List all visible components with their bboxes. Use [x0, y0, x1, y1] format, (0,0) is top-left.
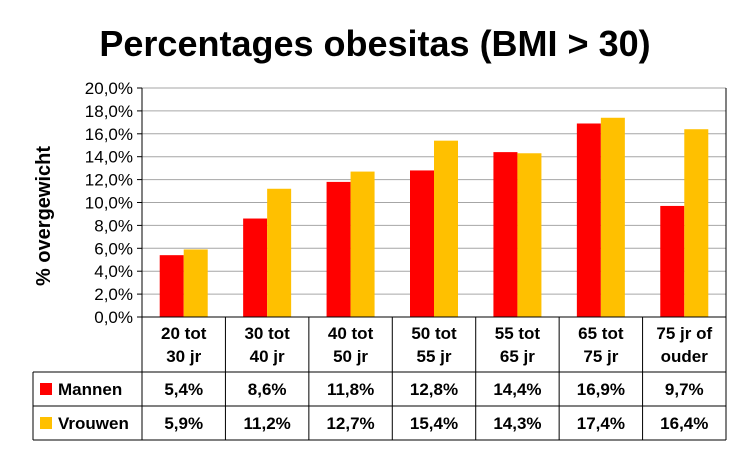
category-label: 75 jr of: [656, 324, 712, 343]
category-label: 55 jr: [417, 347, 452, 366]
bar-mannen-2: [243, 218, 268, 317]
bar-vrouwen-5: [517, 153, 542, 317]
category-label: ouder: [661, 347, 709, 366]
category-label: 40 tot: [328, 324, 374, 343]
y-tick-label: 16,0%: [85, 125, 133, 144]
data-table: 20 tot 30 jr 30 tot 40 jr 40 tot 50 jr 50 tot 5…: [32, 316, 727, 441]
y-tick-label: 4,0%: [94, 262, 133, 281]
y-tick-label: 18,0%: [85, 102, 133, 121]
category-label: 20 tot: [161, 324, 207, 343]
data-label-mannen: 9,7%: [665, 380, 704, 399]
category-label: 55 tot: [495, 324, 541, 343]
y-tick-label: 2,0%: [94, 285, 133, 304]
data-label-mannen: 16,9%: [577, 380, 625, 399]
bar-vrouwen-1: [183, 249, 208, 317]
bar-mannen-4: [410, 170, 434, 317]
legend-key-mannen: [40, 383, 52, 395]
category-label: 30 tot: [244, 324, 290, 343]
y-tick-label: 8,0%: [94, 216, 133, 235]
data-label-vrouwen: 11,2%: [244, 414, 291, 433]
y-tick-label: 14,0%: [85, 148, 133, 167]
legend-key-vrouwen: [40, 417, 52, 429]
category-label: 65 jr: [500, 347, 535, 366]
bar-vrouwen-3: [350, 171, 375, 317]
data-label-vrouwen: 17,4%: [577, 414, 625, 433]
y-tick-label: 10,0%: [85, 194, 133, 213]
y-tick-label: 12,0%: [85, 171, 133, 190]
bar-mannen-3: [326, 181, 351, 317]
data-label-mannen: 14,4%: [493, 380, 541, 399]
bar-mannen-6: [576, 123, 601, 318]
y-tick-label: 6,0%: [94, 239, 133, 258]
data-label-mannen: 12,8%: [410, 380, 458, 399]
chart-title: Percentages obesitas (BMI > 30): [99, 23, 650, 64]
bar-vrouwen-4: [434, 140, 458, 317]
legend-label-mannen: Mannen: [58, 380, 122, 399]
bar-mannen-7: [660, 205, 685, 317]
category-label: 50 tot: [411, 324, 457, 343]
bar-mannen-5: [493, 152, 518, 317]
bar-vrouwen-6: [600, 117, 625, 318]
data-label-mannen: 5,4%: [164, 380, 203, 399]
y-axis-ticks: 0,0% 2,0% 4,0% 6,0% 8,0% 10,0% 12,0% 14,0% 16,0%…: [85, 79, 142, 327]
data-label-vrouwen: 5,9%: [164, 414, 203, 433]
data-label-vrouwen: 12,7%: [326, 414, 374, 433]
data-label-vrouwen: 14,3%: [493, 414, 541, 433]
bar-vrouwen-7: [684, 129, 709, 317]
data-label-vrouwen: 15,4%: [410, 414, 458, 433]
y-axis-label: % overgewicht: [33, 146, 55, 286]
data-label-mannen: 8,6%: [248, 380, 287, 399]
category-label: 40 jr: [250, 347, 285, 366]
bar-vrouwen-2: [267, 188, 292, 317]
data-label-mannen: 11,8%: [327, 380, 374, 399]
legend-label-vrouwen: Vrouwen: [58, 414, 129, 433]
y-tick-label: 0,0%: [94, 308, 133, 327]
data-label-vrouwen: 16,4%: [660, 414, 708, 433]
category-label: 75 jr: [583, 347, 618, 366]
category-label: 30 jr: [166, 347, 201, 366]
bar-mannen-1: [159, 255, 184, 317]
category-label: 65 tot: [578, 324, 624, 343]
bars: [159, 117, 709, 318]
y-tick-label: 20,0%: [85, 79, 133, 98]
category-label: 50 jr: [333, 347, 368, 366]
